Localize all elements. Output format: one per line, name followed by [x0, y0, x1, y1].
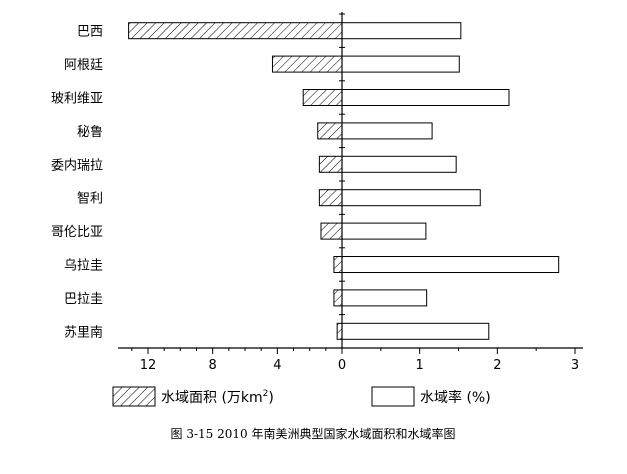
category-label: 智利	[77, 192, 103, 207]
x-tick-label: 1	[416, 358, 424, 373]
category-label: 委内瑞拉	[51, 157, 103, 173]
category-label: 秘鲁	[77, 125, 103, 140]
legend-swatch-hatched	[112, 386, 156, 407]
bar-water-area	[333, 256, 343, 273]
x-tick-label: 0	[338, 358, 346, 373]
bar-water-rate	[341, 22, 462, 40]
bar-water-area	[336, 322, 343, 340]
category-label: 巴西	[77, 25, 103, 40]
bar-water-area	[320, 222, 343, 240]
bar-water-rate	[341, 55, 460, 73]
bar-water-area	[302, 89, 343, 106]
x-tick-label: 2	[493, 358, 501, 373]
category-label: 苏里南	[64, 324, 103, 340]
bar-water-rate	[341, 222, 427, 240]
bar-water-rate	[341, 122, 433, 140]
bar-water-area	[317, 122, 343, 140]
bar-water-rate	[341, 256, 560, 273]
category-label: 阿根廷	[64, 58, 103, 73]
legend-swatch-white	[371, 386, 415, 407]
bar-water-rate	[341, 155, 457, 173]
category-label: 巴拉圭	[64, 292, 103, 307]
bar-water-rate	[341, 189, 481, 207]
bar-water-area	[333, 289, 343, 307]
x-tick-label: 8	[209, 358, 217, 373]
x-tick-label: 3	[571, 358, 579, 373]
x-tick-label: 12	[140, 358, 157, 373]
bar-water-area	[318, 189, 343, 207]
chart-caption: 图 3-15 2010 年南美洲典型国家水域面积和水域率图	[171, 426, 456, 441]
bar-water-area	[128, 22, 343, 40]
bar-water-rate	[341, 289, 428, 307]
bar-water-rate	[341, 89, 510, 106]
bar-water-area	[271, 55, 343, 73]
legend-label-water-rate: 水域率 (%)	[420, 389, 491, 406]
bar-water-area	[318, 155, 343, 173]
bar-water-rate	[341, 322, 490, 340]
legend: 水域面积 (万km2) 水域率 (%)	[112, 386, 491, 407]
category-label: 哥伦比亚	[51, 225, 103, 240]
category-label: 乌拉圭	[64, 258, 103, 274]
legend-label-water-area: 水域面积 (万km2)	[161, 389, 274, 406]
category-label: 玻利维亚	[51, 92, 103, 107]
x-tick-label: 4	[273, 358, 281, 373]
